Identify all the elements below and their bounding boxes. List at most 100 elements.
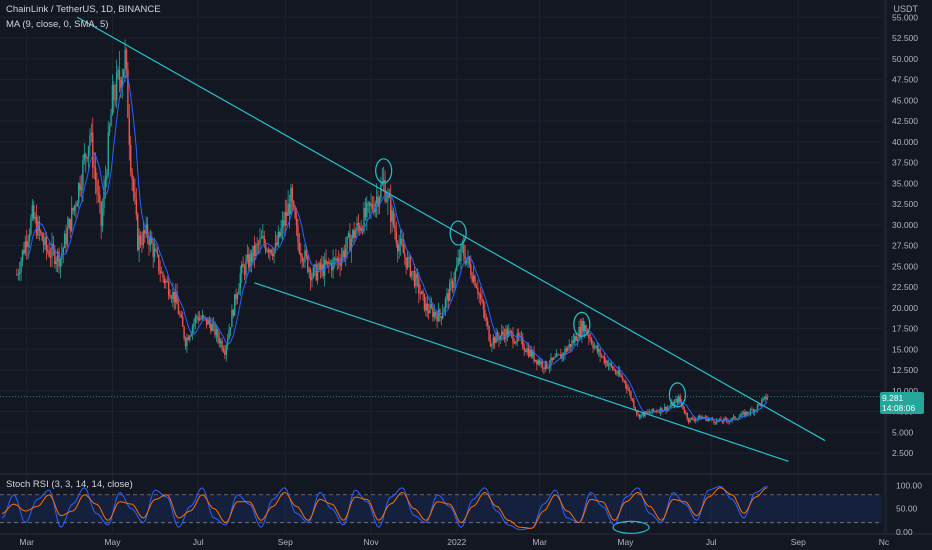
candle-body bbox=[513, 342, 516, 344]
candle-body bbox=[520, 335, 523, 338]
candle-body bbox=[218, 337, 220, 344]
candle-body bbox=[527, 348, 530, 357]
candle-body bbox=[124, 49, 126, 70]
candle-body bbox=[496, 332, 499, 338]
candle-body bbox=[203, 315, 205, 318]
ma-line bbox=[27, 74, 768, 422]
candle-body bbox=[160, 272, 163, 274]
candle-body bbox=[506, 328, 509, 337]
candle-body bbox=[640, 414, 642, 418]
candle-body bbox=[212, 323, 215, 325]
candle-body bbox=[451, 280, 454, 289]
candle-body bbox=[318, 263, 320, 271]
candle-body bbox=[495, 332, 497, 344]
candle-body bbox=[45, 237, 48, 250]
candle-body bbox=[634, 407, 636, 411]
candle-body bbox=[624, 380, 627, 385]
candle-body bbox=[267, 249, 270, 253]
candle-body bbox=[665, 406, 667, 411]
candle-body bbox=[478, 293, 480, 295]
candle-body bbox=[578, 326, 580, 340]
candle-body bbox=[727, 420, 729, 422]
candle-body bbox=[73, 205, 76, 211]
stoch-rsi-legend[interactable]: Stoch RSI (3, 3, 14, 14, close) bbox=[6, 479, 133, 490]
trendlines[interactable] bbox=[77, 16, 826, 534]
candle-body bbox=[512, 332, 514, 343]
y-tick-label: 32.500 bbox=[892, 199, 918, 209]
candle-body bbox=[683, 409, 686, 413]
candle-body bbox=[162, 272, 164, 278]
candle-body bbox=[533, 351, 535, 362]
candle-body bbox=[738, 416, 740, 420]
candle-body bbox=[111, 84, 114, 115]
candle-body bbox=[413, 271, 416, 287]
candle-body bbox=[339, 262, 341, 266]
candle-body bbox=[287, 204, 289, 216]
candle-body bbox=[97, 192, 100, 195]
candle-body bbox=[595, 345, 597, 347]
candle-body bbox=[679, 396, 681, 402]
candle-body bbox=[474, 275, 476, 287]
candle-body bbox=[288, 204, 291, 215]
candle-body bbox=[536, 359, 538, 365]
candle-body bbox=[626, 384, 628, 390]
candle-body bbox=[183, 326, 185, 339]
candle-body bbox=[468, 256, 471, 265]
currency-label[interactable]: USDT bbox=[893, 4, 919, 14]
candle-body bbox=[229, 327, 232, 331]
candle-body bbox=[666, 407, 669, 411]
candle-body bbox=[581, 321, 583, 336]
y-tick-label: 2.500 bbox=[892, 448, 914, 458]
candle-body bbox=[734, 416, 736, 420]
candle-body bbox=[364, 207, 367, 218]
candle-body bbox=[453, 281, 455, 289]
candle-body bbox=[104, 179, 107, 188]
candle-body bbox=[377, 196, 379, 207]
ma-legend[interactable]: MA (9, close, 0, SMA, 5) bbox=[6, 19, 109, 30]
candle-body bbox=[360, 228, 362, 231]
candle-body bbox=[409, 256, 412, 277]
candle-body bbox=[599, 349, 601, 356]
candle-body bbox=[672, 402, 674, 406]
candle-body bbox=[309, 269, 312, 281]
candle-body bbox=[298, 241, 301, 254]
candle-body bbox=[245, 260, 247, 275]
symbol-title[interactable]: ChainLink / TetherUS, 1D, BINANCE bbox=[6, 4, 161, 15]
candle-body bbox=[728, 420, 731, 422]
candle-body bbox=[508, 330, 510, 337]
candle-body bbox=[380, 184, 382, 198]
candle-body bbox=[460, 246, 462, 262]
candle-body bbox=[404, 253, 406, 258]
candle-body bbox=[142, 230, 145, 246]
candle-body bbox=[30, 217, 32, 234]
candle-body bbox=[54, 248, 56, 265]
axes: 55.000 52.500 50.000 47.500 45.000 42.500 40.0… bbox=[19, 12, 922, 547]
candle-body bbox=[588, 334, 590, 339]
candle-body bbox=[471, 275, 473, 282]
candle-body bbox=[99, 194, 101, 202]
candle-body bbox=[255, 244, 257, 257]
candle-body bbox=[505, 328, 507, 340]
candle-body bbox=[146, 224, 149, 237]
circled-peak bbox=[375, 158, 393, 184]
candle-body bbox=[222, 349, 225, 352]
candle-body bbox=[333, 257, 336, 259]
candle-body bbox=[479, 294, 482, 299]
candle-body bbox=[598, 349, 600, 352]
candle-body bbox=[92, 132, 94, 168]
candle-body bbox=[637, 413, 639, 415]
candle-body bbox=[714, 422, 717, 424]
y-tick-label: 15.000 bbox=[892, 344, 918, 354]
candle-body bbox=[402, 244, 405, 254]
candle-body bbox=[517, 333, 520, 338]
candle-body bbox=[252, 245, 254, 262]
candle-body bbox=[707, 419, 710, 421]
candle-body bbox=[151, 236, 153, 244]
candle-body bbox=[457, 258, 459, 266]
candle-body bbox=[607, 364, 610, 367]
candle-body bbox=[642, 412, 645, 417]
candle-body bbox=[221, 340, 223, 350]
candle-body bbox=[557, 354, 559, 356]
candle-body bbox=[569, 343, 572, 348]
